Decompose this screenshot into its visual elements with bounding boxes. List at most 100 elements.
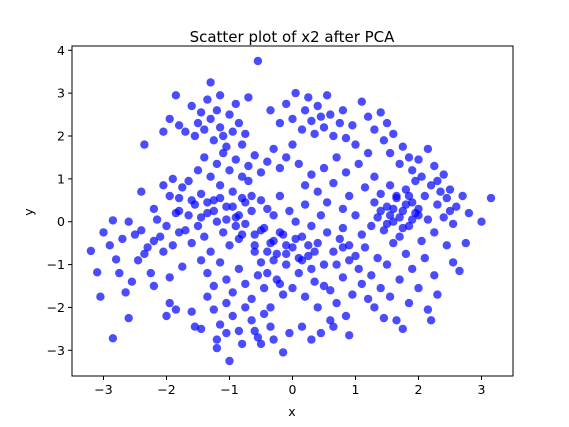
scatter-point — [423, 215, 433, 224]
scatter-point — [288, 114, 297, 124]
scatter-point — [247, 206, 256, 216]
scatter-point — [241, 279, 250, 289]
scatter-point — [212, 335, 222, 344]
x-tick-label: 1 — [352, 382, 360, 397]
scatter-point — [307, 264, 316, 274]
scatter-point — [203, 268, 212, 278]
scatter-point — [193, 118, 203, 128]
scatter-point — [307, 170, 316, 179]
scatter-point — [225, 166, 234, 175]
scatter-point — [212, 159, 222, 169]
scatter-point — [228, 187, 237, 196]
scatter-point — [196, 256, 206, 265]
scatter-point — [297, 322, 307, 331]
scatter-point — [200, 125, 209, 134]
scatter-point — [256, 196, 266, 205]
scatter-point — [259, 283, 269, 293]
scatter-point — [376, 283, 385, 293]
scatter-point — [408, 166, 417, 175]
scatter-point — [215, 193, 225, 203]
scatter-point — [209, 281, 218, 291]
scatter-point — [370, 172, 379, 181]
scatter-point — [310, 247, 319, 256]
scatter-point — [367, 221, 376, 231]
scatter-point — [222, 275, 231, 284]
scatter-point — [430, 228, 439, 237]
scatter-point — [187, 101, 196, 111]
scatter-point — [231, 155, 240, 164]
scatter-point — [310, 129, 319, 139]
scatter-point — [385, 292, 395, 301]
scatter-point — [209, 305, 218, 314]
scatter-point — [152, 215, 162, 224]
scatter-point — [278, 290, 288, 299]
scatter-point — [212, 343, 222, 353]
scatter-point — [335, 234, 344, 244]
scatter-point — [382, 260, 392, 269]
scatter-point — [222, 202, 231, 211]
scatter-point — [231, 221, 240, 231]
scatter-point — [307, 335, 316, 344]
scatter-point — [367, 271, 376, 280]
scatter-point — [162, 311, 171, 321]
scatter-point — [215, 123, 225, 132]
scatter-point — [228, 202, 237, 211]
scatter-point — [282, 153, 291, 162]
scatter-point — [373, 253, 382, 263]
scatter-point — [225, 241, 234, 250]
scatter-point — [379, 136, 389, 145]
scatter-point — [370, 125, 379, 134]
scatter-point — [461, 238, 470, 248]
scatter-point — [332, 153, 341, 162]
scatter-point — [215, 181, 225, 190]
scatter-point — [458, 191, 467, 201]
scatter-point — [322, 228, 332, 237]
scatter-point — [190, 131, 200, 141]
scatter-point — [174, 206, 184, 216]
scatter-point — [171, 305, 181, 314]
y-axis-ticks: −3 −2 −1 0 1 2 3 4 — [47, 43, 72, 358]
scatter-point — [363, 294, 373, 304]
scatter-point — [385, 211, 395, 220]
scatter-point — [376, 206, 385, 216]
scatter-point — [149, 281, 159, 291]
scatter-point — [215, 320, 225, 329]
scatter-point — [234, 326, 244, 336]
y-tick-label: 3 — [57, 86, 65, 101]
scatter-point — [423, 144, 433, 154]
scatter-point — [133, 256, 143, 265]
scatter-point — [127, 277, 137, 286]
x-axis-label: x — [288, 404, 295, 419]
scatter-point — [234, 118, 244, 128]
scatter-point — [417, 172, 426, 181]
scatter-point — [162, 221, 171, 231]
scatter-point — [124, 217, 133, 226]
scatter-point — [313, 303, 322, 312]
scatter-point — [345, 256, 354, 265]
scatter-point — [326, 110, 335, 119]
scatter-point — [196, 108, 206, 117]
scatter-point — [319, 123, 329, 132]
scatter-point — [414, 155, 423, 164]
scatter-point — [263, 247, 272, 256]
scatter-point — [196, 213, 206, 222]
scatter-point — [237, 172, 247, 181]
scatter-point — [193, 166, 203, 175]
scatter-point — [209, 136, 218, 145]
scatter-point — [345, 191, 354, 201]
scatter-point — [269, 335, 278, 344]
scatter-point — [219, 228, 228, 237]
scatter-point — [203, 198, 212, 207]
scatter-point — [105, 241, 115, 250]
scatter-point — [250, 230, 259, 239]
scatter-point — [237, 140, 247, 149]
scatter-point — [404, 298, 414, 308]
scatter-point — [234, 211, 244, 220]
scatter-point — [241, 129, 250, 139]
scatter-point — [395, 159, 404, 169]
scatter-point — [108, 216, 118, 225]
scatter-point — [341, 133, 351, 143]
scatter-point — [115, 268, 124, 278]
y-tick-label: 0 — [57, 214, 65, 229]
scatter-point — [282, 99, 291, 109]
